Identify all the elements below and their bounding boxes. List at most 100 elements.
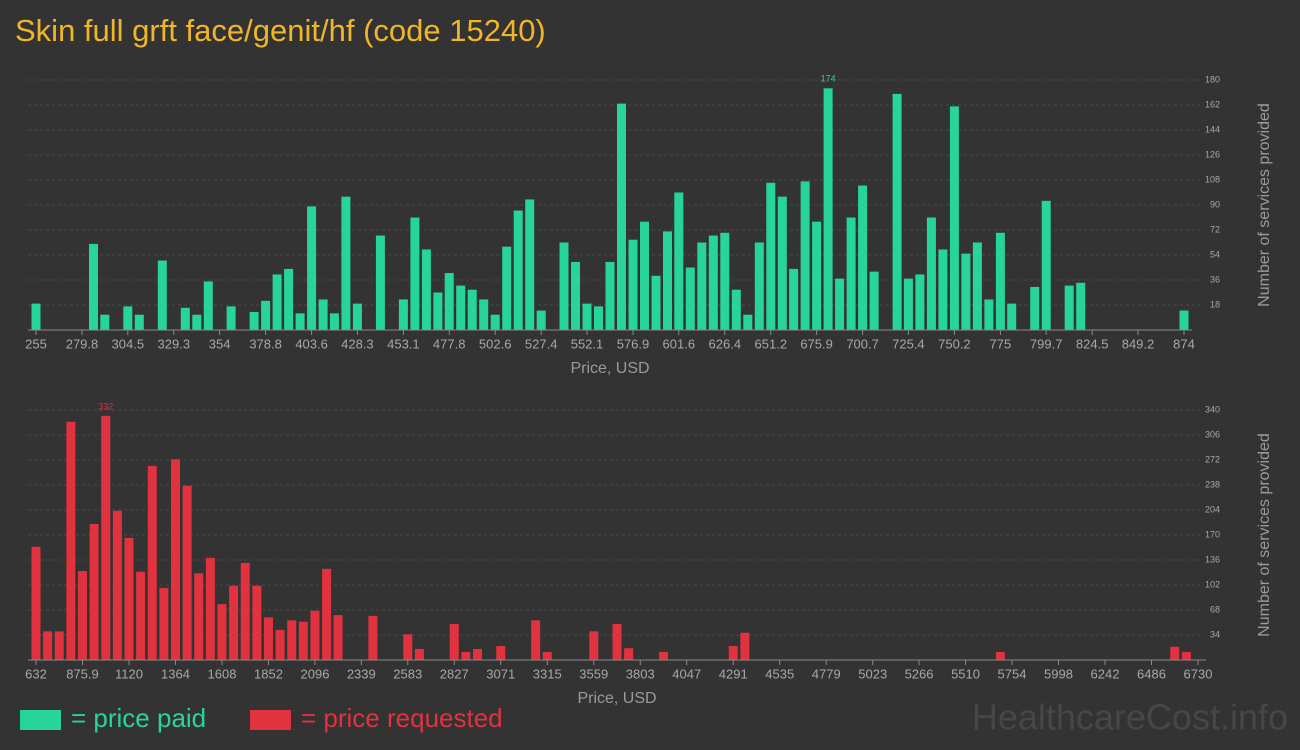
legend-swatch xyxy=(250,710,291,730)
watermark: HealthcareCost.info xyxy=(972,697,1288,738)
x-tick-label: 601.6 xyxy=(663,336,696,351)
legend-label: = price paid xyxy=(71,703,206,733)
y-tick-label: 72 xyxy=(1210,224,1220,234)
bar xyxy=(789,268,799,330)
bar xyxy=(180,307,190,330)
bar xyxy=(456,285,466,330)
bar xyxy=(605,261,615,330)
x-tick-label: 5998 xyxy=(1044,666,1073,681)
x-tick-label: 3803 xyxy=(626,666,655,681)
x-tick-label: 576.9 xyxy=(617,336,650,351)
bar xyxy=(298,621,308,660)
bar xyxy=(1030,286,1040,330)
x-tick-label: 2583 xyxy=(393,666,422,681)
y-tick-label: 306 xyxy=(1205,429,1220,439)
bar xyxy=(136,571,146,660)
x-tick-label: 874 xyxy=(1173,336,1195,351)
bar xyxy=(926,217,936,330)
bar xyxy=(77,571,87,660)
bar xyxy=(170,459,180,660)
x-tick-label: 329.3 xyxy=(158,336,191,351)
x-tick-label: 750.2 xyxy=(938,336,971,351)
y-tick-label: 108 xyxy=(1205,174,1220,184)
bar xyxy=(31,546,41,660)
bar xyxy=(341,196,351,330)
bar xyxy=(310,610,320,660)
y-axis-label: Number of services provided xyxy=(1256,433,1273,637)
bar xyxy=(961,253,971,330)
bar xyxy=(559,242,569,330)
bar xyxy=(869,271,879,330)
bar xyxy=(949,106,959,330)
bar xyxy=(159,587,169,660)
bar xyxy=(662,231,672,330)
bar xyxy=(743,314,753,330)
bar xyxy=(249,311,259,330)
bar xyxy=(594,306,604,330)
x-tick-label: 651.2 xyxy=(755,336,788,351)
bar xyxy=(205,557,215,660)
x-axis-label: Price, USD xyxy=(577,690,656,707)
bar xyxy=(449,623,459,660)
bar xyxy=(1179,310,1189,330)
x-tick-label: 875.9 xyxy=(66,666,99,681)
x-tick-label: 403.6 xyxy=(295,336,328,351)
bar xyxy=(697,242,707,330)
x-tick-label: 849.2 xyxy=(1122,336,1155,351)
bar xyxy=(134,314,144,330)
bar xyxy=(1076,282,1086,330)
x-tick-label: 6730 xyxy=(1184,666,1213,681)
bar xyxy=(1064,285,1074,330)
x-tick-label: 799.7 xyxy=(1030,336,1063,351)
bar xyxy=(284,268,294,330)
bar xyxy=(66,421,76,660)
x-tick-label: 1608 xyxy=(208,666,237,681)
bar xyxy=(226,306,236,330)
y-tick-label: 144 xyxy=(1205,124,1220,134)
bar xyxy=(972,242,982,330)
bar xyxy=(823,88,833,330)
bar xyxy=(1007,303,1017,330)
bar xyxy=(708,235,718,330)
bar xyxy=(915,274,925,330)
x-tick-label: 2096 xyxy=(301,666,330,681)
bar xyxy=(275,629,285,660)
x-tick-label: 6242 xyxy=(1091,666,1120,681)
bar xyxy=(502,246,512,330)
bar xyxy=(322,568,332,660)
x-tick-label: 632 xyxy=(25,666,47,681)
bar xyxy=(352,303,362,330)
bar xyxy=(229,585,239,660)
x-tick-label: 354 xyxy=(209,336,231,351)
bar xyxy=(616,103,626,330)
bar xyxy=(628,239,638,330)
y-axis-label: Number of services provided xyxy=(1256,103,1273,307)
x-tick-label: 304.5 xyxy=(112,336,145,351)
bar xyxy=(421,249,431,330)
bar xyxy=(240,562,250,660)
y-tick-label: 162 xyxy=(1205,99,1220,109)
bar xyxy=(846,217,856,330)
bar xyxy=(1170,646,1180,660)
y-tick-label: 34 xyxy=(1210,629,1220,639)
x-tick-label: 6486 xyxy=(1137,666,1166,681)
y-tick-label: 126 xyxy=(1205,149,1220,159)
x-tick-label: 725.4 xyxy=(892,336,925,351)
x-tick-label: 626.4 xyxy=(709,336,742,351)
bar xyxy=(194,573,204,660)
bar xyxy=(318,299,328,330)
bar xyxy=(479,299,489,330)
bar xyxy=(307,206,317,330)
bar xyxy=(531,620,541,660)
chart-title: Skin full grft face/genit/hf (code 15240… xyxy=(15,13,546,48)
bar xyxy=(263,617,273,660)
bar xyxy=(740,632,750,660)
y-tick-label: 238 xyxy=(1205,479,1220,489)
bar xyxy=(800,181,810,330)
x-tick-label: 1364 xyxy=(161,666,190,681)
bar xyxy=(903,278,913,330)
bar xyxy=(938,249,948,330)
x-tick-label: 428.3 xyxy=(341,336,374,351)
legend-swatch xyxy=(20,710,61,730)
